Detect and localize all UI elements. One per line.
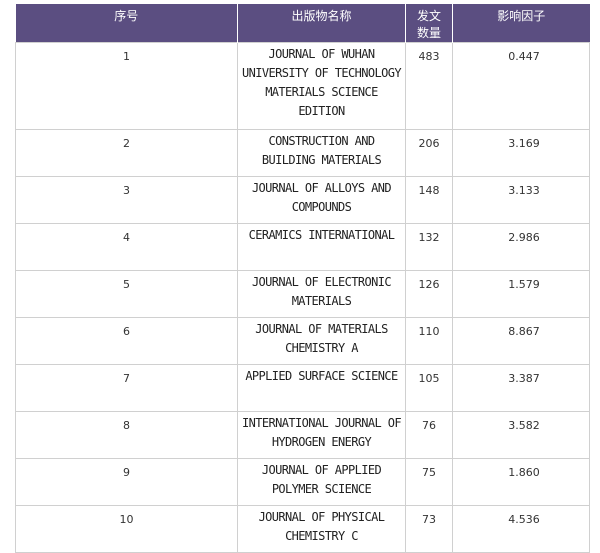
row-count: 126	[405, 270, 453, 318]
header-count-label: 发文 数量	[406, 4, 452, 42]
row-impact: 3.582	[508, 419, 540, 432]
row-index: 6	[15, 317, 238, 365]
row-index: 2	[15, 129, 238, 177]
row-impact-cell: 2.986	[452, 223, 590, 271]
row-publication-name: INTERNATIONAL JOURNAL OF HYDROGEN ENERGY	[237, 411, 406, 459]
row-impact: 3.169	[508, 137, 540, 150]
row-publication-name: JOURNAL OF PHYSICAL CHEMISTRY C	[237, 505, 406, 553]
row-impact-cell: 4.536	[452, 505, 590, 553]
row-index: 9	[15, 458, 238, 506]
row-index: 5	[15, 270, 238, 318]
row-index: 4	[15, 223, 238, 271]
header-row: 序号 出版物名称 发文 数量 影响因子	[15, 4, 590, 43]
table-body: 1 JOURNAL OF WUHAN UNIVERSITY OF TECHNOL…	[15, 42, 590, 553]
row-index: 7	[15, 364, 238, 412]
row-index: 8	[15, 411, 238, 459]
header-impact: 影响因子	[452, 4, 590, 43]
row-publication-name: APPLIED SURFACE SCIENCE	[237, 364, 406, 412]
row-impact-cell: 0.447	[452, 42, 590, 130]
row-count: 132	[405, 223, 453, 271]
row-impact-cell: 8.867	[452, 317, 590, 365]
row-impact: 3.133	[508, 184, 540, 197]
row-impact-cell: 3.169	[452, 129, 590, 177]
row-publication-name: JOURNAL OF APPLIED POLYMER SCIENCE	[237, 458, 406, 506]
row-publication-name: CONSTRUCTION AND BUILDING MATERIALS	[237, 129, 406, 177]
table-row: 1 JOURNAL OF WUHAN UNIVERSITY OF TECHNOL…	[15, 42, 590, 130]
table-header: 序号 出版物名称 发文 数量 影响因子	[15, 4, 590, 43]
row-impact-cell: 3.582	[452, 411, 590, 459]
row-impact-cell: 1.860	[452, 458, 590, 506]
row-impact-cell: 3.387	[452, 364, 590, 412]
row-impact: 0.447	[508, 50, 540, 63]
row-impact: 3.387	[508, 372, 540, 385]
table-row: 3 JOURNAL OF ALLOYS AND COMPOUNDS 148 3.…	[15, 176, 590, 224]
row-publication-name: JOURNAL OF WUHAN UNIVERSITY OF TECHNOLOG…	[237, 42, 406, 130]
table-row: 10 JOURNAL OF PHYSICAL CHEMISTRY C 73 4.…	[15, 505, 590, 553]
table-row: 5 JOURNAL OF ELECTRONIC MATERIALS 126 1.…	[15, 270, 590, 318]
header-impact-label: 影响因子	[497, 9, 546, 23]
row-impact: 8.867	[508, 325, 540, 338]
table-row: 4 CERAMICS INTERNATIONAL 132 2.986	[15, 223, 590, 271]
row-publication-name: JOURNAL OF MATERIALS CHEMISTRY A	[237, 317, 406, 365]
table-row: 7 APPLIED SURFACE SCIENCE 105 3.387	[15, 364, 590, 412]
row-count: 75	[405, 458, 453, 506]
publications-table-container: 序号 出版物名称 发文 数量 影响因子 1 JOURNAL O	[15, 4, 590, 553]
header-index-label: 序号	[114, 9, 139, 23]
row-count: 73	[405, 505, 453, 553]
row-index: 3	[15, 176, 238, 224]
row-impact: 1.860	[508, 466, 540, 479]
row-impact: 2.986	[508, 231, 540, 244]
table-row: 9 JOURNAL OF APPLIED POLYMER SCIENCE 75 …	[15, 458, 590, 506]
row-count: 148	[405, 176, 453, 224]
row-count: 76	[405, 411, 453, 459]
row-index: 10	[15, 505, 238, 553]
table-row: 6 JOURNAL OF MATERIALS CHEMISTRY A 110 8…	[15, 317, 590, 365]
header-count: 发文 数量	[405, 4, 453, 43]
row-publication-name: JOURNAL OF ELECTRONIC MATERIALS	[237, 270, 406, 318]
header-name-label: 出版物名称	[291, 9, 352, 23]
header-name: 出版物名称	[237, 4, 406, 43]
row-count: 483	[405, 42, 453, 130]
row-publication-name: JOURNAL OF ALLOYS AND COMPOUNDS	[237, 176, 406, 224]
row-count: 105	[405, 364, 453, 412]
row-publication-name: CERAMICS INTERNATIONAL	[237, 223, 406, 271]
header-count-line2: 数量	[416, 26, 441, 40]
publications-table: 序号 出版物名称 发文 数量 影响因子 1 JOURNAL O	[15, 4, 590, 553]
header-count-line1: 发文	[416, 9, 441, 23]
header-index: 序号	[15, 4, 238, 43]
row-impact-cell: 3.133	[452, 176, 590, 224]
row-impact: 1.579	[508, 278, 540, 291]
table-row: 2 CONSTRUCTION AND BUILDING MATERIALS 20…	[15, 129, 590, 177]
table-row: 8 INTERNATIONAL JOURNAL OF HYDROGEN ENER…	[15, 411, 590, 459]
row-count: 110	[405, 317, 453, 365]
row-impact-cell: 1.579	[452, 270, 590, 318]
row-index: 1	[15, 42, 238, 130]
row-count: 206	[405, 129, 453, 177]
row-impact: 4.536	[508, 513, 540, 526]
